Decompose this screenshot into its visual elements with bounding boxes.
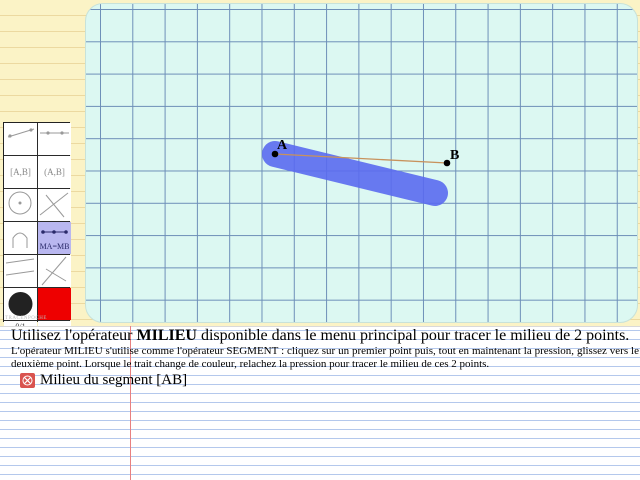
angle-tool-icon xyxy=(12,232,28,248)
tool-ray[interactable]: (A,B] xyxy=(38,156,71,188)
canvas-svg[interactable]: A B xyxy=(86,4,638,323)
ray-tool-label: (A,B] xyxy=(44,167,65,177)
segment-tool-label: [A,B] xyxy=(10,167,31,177)
segment-ab[interactable] xyxy=(274,153,448,164)
point-a[interactable] xyxy=(271,150,279,158)
instruction-operator-name: MILIEU xyxy=(136,327,197,344)
perpendicular-tool-icon xyxy=(39,192,69,218)
instructions-paper xyxy=(0,326,640,480)
point-a-label: A xyxy=(277,138,288,153)
objective-item: Milieu du segment [AB] xyxy=(20,372,187,389)
tool-perpendicular[interactable] xyxy=(38,189,71,221)
line-tool-icon xyxy=(40,131,69,135)
point-b-label: B xyxy=(450,148,459,163)
fill-color-swatch[interactable] xyxy=(4,288,37,320)
instruction-body: L'opérateur MILIEU s'utilise comme l'opé… xyxy=(11,345,639,370)
tool-segment[interactable]: [A,B] xyxy=(4,156,37,188)
tool-circle[interactable] xyxy=(4,189,37,221)
point-tool-icon xyxy=(7,128,35,138)
point-b[interactable] xyxy=(443,159,451,167)
stroke-color-swatch[interactable] xyxy=(38,288,71,320)
tool-symmetry[interactable] xyxy=(38,255,71,287)
pen-stroke xyxy=(262,141,448,206)
tool-point[interactable] xyxy=(4,123,37,155)
status-fail-icon xyxy=(20,373,35,388)
tool-line[interactable] xyxy=(38,123,71,155)
drawing-canvas[interactable]: A B xyxy=(85,3,638,323)
palette-footer: TRACENPOCHE xyxy=(5,316,47,321)
paper-margin-line xyxy=(130,326,131,480)
midpoint-tool-label: MA=MB xyxy=(39,242,70,251)
instruction-title-start: Utilisez l'opérateur xyxy=(11,327,137,344)
parallel-tool-icon xyxy=(5,258,35,276)
tool-angle[interactable] xyxy=(4,222,37,254)
fill-color-icon xyxy=(8,292,33,316)
tool-parallel[interactable] xyxy=(4,255,37,287)
symmetry-tool-icon xyxy=(41,256,67,286)
tool-midpoint[interactable]: MA=MB xyxy=(38,222,71,254)
midpoint-tool-icon xyxy=(41,230,68,234)
objective-text: Milieu du segment [AB] xyxy=(40,372,188,388)
instruction-title-end: disponible dans le menu principal pour t… xyxy=(196,327,630,344)
circle-tool-icon xyxy=(8,191,32,215)
instruction-title: Utilisez l'opérateur MILIEU disponible d… xyxy=(11,327,629,345)
tool-palette: [A,B] (A,B] MA=MB xyxy=(3,122,71,353)
